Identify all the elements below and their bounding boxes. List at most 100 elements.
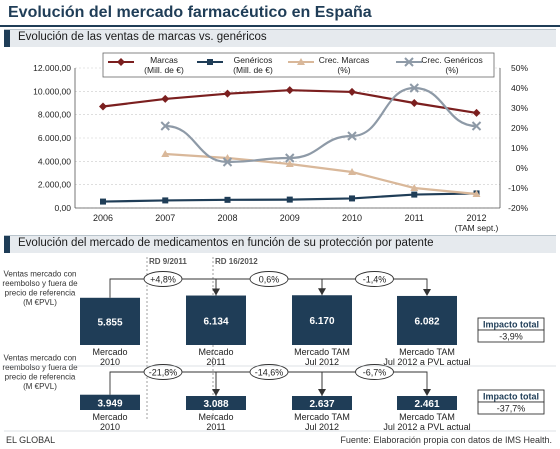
row-label-line: Ventas mercado con [4,354,77,363]
data-point [409,83,419,93]
row-label-line: Ventas mercado con [4,270,77,279]
change-arrowhead [423,288,431,296]
legend-label: Genéricos [234,55,273,65]
data-point [410,99,419,107]
bar-caption: Mercado TAM [399,347,455,357]
y2-tick-label: 30% [511,103,528,113]
y-tick-label: 6.000,00 [38,133,71,143]
bar-caption-sub: Jul 2012 a PVL actual [383,422,470,432]
bar [292,295,352,345]
data-point [223,89,232,98]
data-point [161,94,170,103]
legend-unit: (Mill. de €) [144,65,184,75]
page-title: Evolución del mercado farmacéutico en Es… [8,4,372,21]
bar-value-label: 2.461 [414,399,439,410]
data-point [347,131,357,141]
change-label: 0,6% [259,275,280,285]
bar-caption-sub: 2011 [206,422,225,432]
row-label-line: (M €PVL) [23,298,57,307]
data-point [348,168,357,175]
bar [186,295,246,345]
data-point [285,86,294,95]
bar-caption: Mercado [92,347,127,357]
legend-unit: (%) [337,65,350,75]
data-point [348,87,357,96]
change-label: -6,7% [363,368,387,378]
y2-tick-label: 20% [511,123,528,133]
reform-marker-label: RD 16/2012 [215,257,258,266]
change-bubble [143,271,183,287]
data-point [410,184,419,191]
section-1-title: Evolución de las ventas de marcas vs. ge… [18,31,267,43]
y2-tick-label: -10% [508,183,528,193]
data-point [162,197,169,204]
row-label: Ventas mercado con reembolso y fuera de pr… [2,354,78,392]
change-bubble [249,271,289,287]
row-label-line: precio de referencia [5,373,76,382]
x-tick-note: (TAM sept.) [455,223,499,233]
data-point [100,198,106,205]
change-bubble [143,364,183,380]
impact-value-box [477,329,545,343]
change-label: +4,8% [150,275,176,285]
section-marker [4,30,10,47]
section-header-1: Evolución de las ventas de marcas vs. ge… [4,29,556,47]
data-point [286,196,293,203]
legend-label: Crec. Marcas [319,55,370,65]
row-label-line: reembolso y fuera de [2,279,78,288]
row-label-line: precio de referencia [5,289,76,298]
y2-tick-label: 40% [511,83,528,93]
footer-source-brand: EL GLOBAL [6,435,56,445]
x-tick-label: 2011 [405,213,424,223]
change-label: -14,6% [255,368,284,378]
section-marker [4,236,10,253]
bar-caption-sub: Jul 2012 [305,357,339,367]
y-tick-label: 8.000,00 [38,110,71,120]
bar-caption: Mercado TAM [294,412,350,422]
bar-value-label: 6.170 [309,316,334,327]
y-tick-label: 10.000,00 [33,86,71,96]
bar [397,295,457,345]
data-point [222,157,233,167]
bar-caption: Mercado TAM [294,347,350,357]
legend-marker [207,59,213,65]
data-point [471,121,482,131]
impact-value-box [477,401,545,415]
x-tick-label: 2007 [155,213,175,223]
change-label: -1,4% [363,275,387,285]
row-label: Ventas mercado con reembolso y fuera de pr… [2,270,78,308]
change-bubble [355,364,394,380]
bar [397,396,457,410]
legend-unit: (Mill. de €) [233,65,273,75]
data-point [161,150,170,157]
legend-label: Marcas [150,55,178,65]
data-point [349,195,356,202]
bar-caption-sub: 2011 [206,357,225,367]
data-point [224,196,231,203]
data-point [160,121,170,131]
bar [80,394,140,410]
bar [292,396,352,410]
change-bubble [249,364,289,380]
impact-value: -3,9% [499,332,523,342]
impact-label: Impacto total [483,320,539,330]
footer-source-note: Fuente: Elaboración propia con datos de … [340,435,552,445]
bar-caption: Mercado [198,347,233,357]
bar-caption: Mercado [198,412,233,422]
bar-value-label: 5.855 [97,317,122,328]
change-bubble [355,271,394,287]
series-line-crec-gen-ricos [165,86,477,164]
y-tick-label: 2.000,00 [38,180,71,190]
bar-caption: Mercado [92,412,127,422]
bar-value-label: 2.637 [309,399,334,410]
line-chart: 0,00 2.000,00 4.000,00 6.000,00 8.000,00 10.0… [33,52,528,233]
title-rule [0,25,560,27]
bar-value-label: 6.082 [414,316,439,327]
x-tick-label: 2008 [217,213,237,223]
x-tick-label: 2009 [280,213,300,223]
legend-marker [297,58,305,65]
bar-caption: Mercado TAM [399,412,455,422]
legend-label: Crec. Genéricos [421,55,482,65]
data-point [285,160,294,167]
bar [186,396,246,410]
